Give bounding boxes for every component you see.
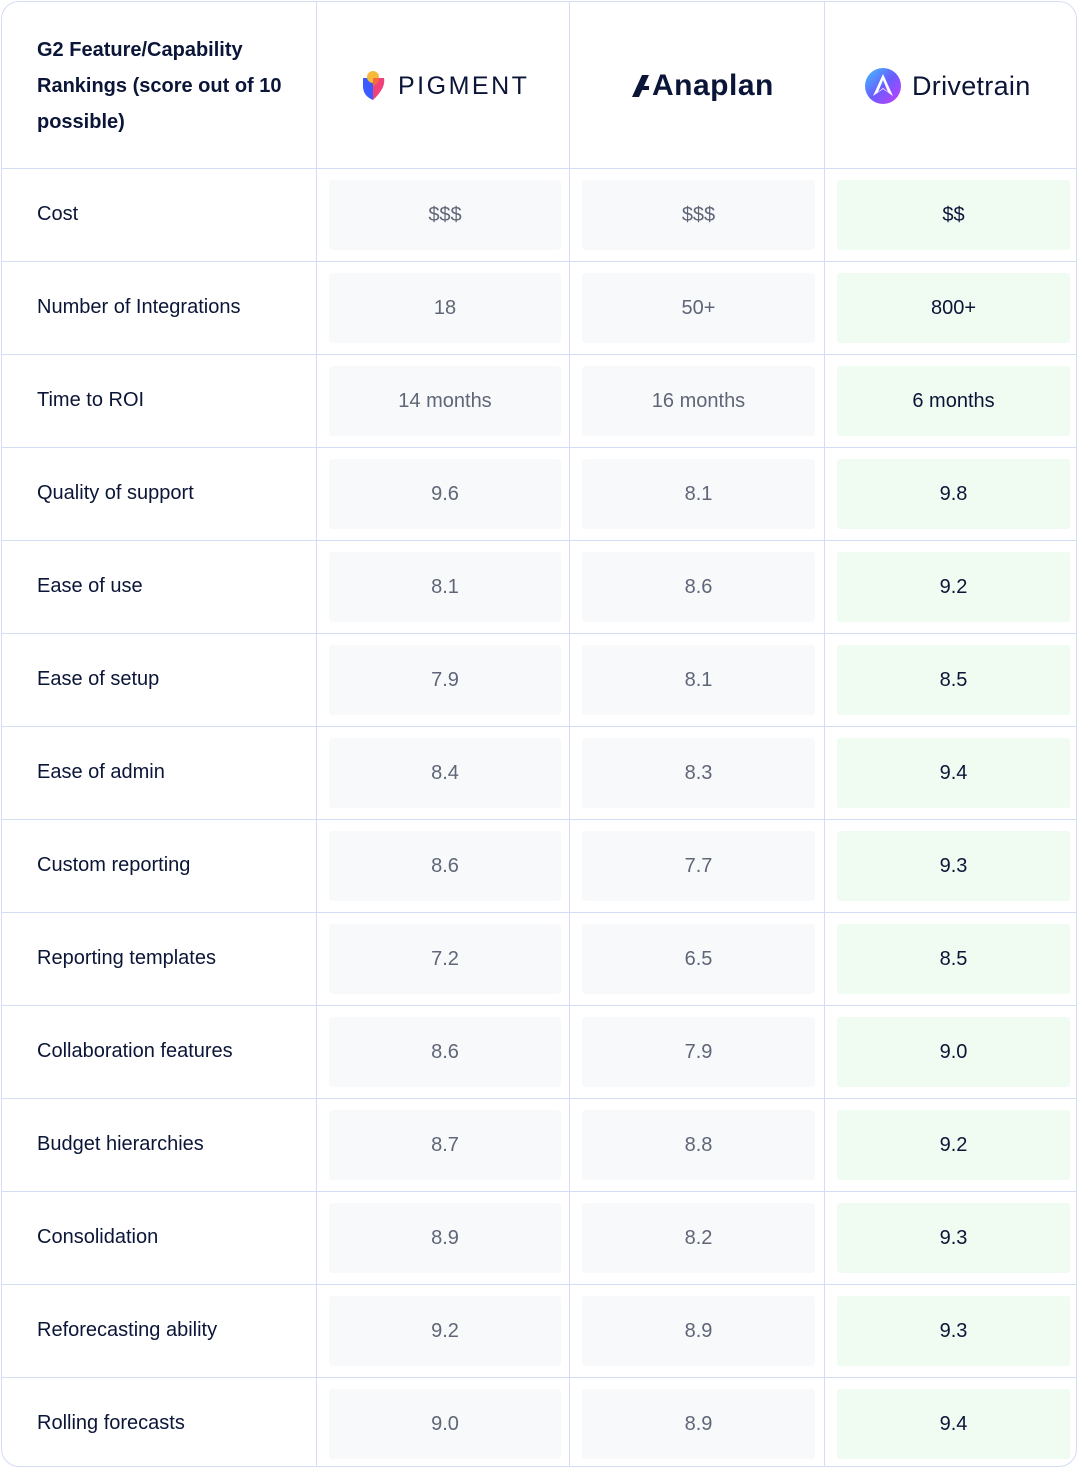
- table-row: Rolling forecasts 9.0 8.9 9.4: [2, 1377, 1076, 1466]
- row-label: Rolling forecasts: [37, 1412, 185, 1434]
- drivetrain-value: 6 months: [837, 366, 1070, 436]
- drivetrain-value: 9.4: [837, 738, 1070, 808]
- table-row: Ease of admin 8.4 8.3 9.4: [2, 726, 1076, 820]
- anaplan-value: 8.6: [582, 552, 815, 622]
- table-row: Collaboration features 8.6 7.9 9.0: [2, 1005, 1076, 1099]
- table-row: Custom reporting 8.6 7.7 9.3: [2, 819, 1076, 913]
- anaplan-value: 8.2: [582, 1203, 815, 1273]
- drivetrain-wordmark: Drivetrain: [912, 70, 1031, 101]
- pigment-value: 9.0: [329, 1389, 561, 1459]
- drivetrain-value: 9.2: [837, 552, 1070, 622]
- drivetrain-value: 9.8: [837, 459, 1070, 529]
- pigment-value: $$$: [329, 180, 561, 250]
- table-row: Consolidation 8.9 8.2 9.3: [2, 1191, 1076, 1285]
- anaplan-value: 7.7: [582, 831, 815, 901]
- table-row: Reforecasting ability 9.2 8.9 9.3: [2, 1284, 1076, 1378]
- drivetrain-value: 9.2: [837, 1110, 1070, 1180]
- anaplan-value: 8.3: [582, 738, 815, 808]
- anaplan-value: 50+: [582, 273, 815, 343]
- anaplan-value: $$$: [582, 180, 815, 250]
- pigment-value: 8.4: [329, 738, 561, 808]
- drivetrain-value: 8.5: [837, 645, 1070, 715]
- pigment-value: 9.2: [329, 1296, 561, 1366]
- pigment-value: 18: [329, 273, 561, 343]
- row-label: Ease of setup: [37, 668, 160, 690]
- anaplan-value: 8.1: [582, 645, 815, 715]
- table-row: Budget hierarchies 8.7 8.8 9.2: [2, 1098, 1076, 1192]
- pigment-wordmark: PIGMENT: [398, 71, 530, 100]
- drivetrain-value: 9.4: [837, 1389, 1070, 1459]
- table-row: Ease of setup 7.9 8.1 8.5: [2, 633, 1076, 727]
- pigment-value: 8.6: [329, 1017, 561, 1087]
- drivetrain-value: 8.5: [837, 924, 1070, 994]
- anaplan-value: 7.9: [582, 1017, 815, 1087]
- column-divider: [824, 2, 825, 1466]
- row-label: Collaboration features: [37, 1040, 233, 1062]
- table-row: Reporting templates 7.2 6.5 8.5: [2, 912, 1076, 1006]
- table-title: G2 Feature/Capability Rankings (score ou…: [37, 39, 282, 133]
- column-divider: [569, 2, 570, 1466]
- row-label: Ease of use: [37, 575, 143, 597]
- column-divider: [316, 2, 317, 1466]
- table-header: G2 Feature/Capability Rankings (score ou…: [2, 2, 1076, 169]
- pigment-value: 7.2: [329, 924, 561, 994]
- row-label: Reforecasting ability: [37, 1319, 218, 1341]
- table-row: Quality of support 9.6 8.1 9.8: [2, 447, 1076, 541]
- pigment-logo-icon: [363, 71, 385, 100]
- anaplan-logo: Anaplan: [630, 58, 774, 114]
- row-label: Quality of support: [37, 482, 194, 504]
- anaplan-value: 8.8: [582, 1110, 815, 1180]
- row-label: Cost: [37, 203, 79, 225]
- pigment-value: 9.6: [329, 459, 561, 529]
- row-label: Time to ROI: [37, 389, 145, 411]
- anaplan-logo-icon: [632, 75, 649, 97]
- pigment-logo: PIGMENT: [360, 58, 529, 114]
- drivetrain-value: 9.3: [837, 1296, 1070, 1366]
- drivetrain-value: $$: [837, 180, 1070, 250]
- pigment-value: 8.7: [329, 1110, 561, 1180]
- anaplan-value: 8.9: [582, 1296, 815, 1366]
- row-label: Consolidation: [37, 1226, 159, 1248]
- row-label: Number of Integrations: [37, 296, 241, 318]
- anaplan-wordmark: Anaplan: [652, 69, 774, 102]
- table-row: Cost $$$ $$$ $$: [2, 168, 1076, 262]
- row-label: Custom reporting: [37, 854, 191, 876]
- table-row: Time to ROI 14 months 16 months 6 months: [2, 354, 1076, 448]
- row-label: Ease of admin: [37, 761, 165, 783]
- pigment-value: 8.6: [329, 831, 561, 901]
- drivetrain-value: 9.0: [837, 1017, 1070, 1087]
- table-row: Number of Integrations 18 50+ 800+: [2, 261, 1076, 355]
- drivetrain-logo-icon: [865, 68, 901, 104]
- pigment-value: 8.1: [329, 552, 561, 622]
- pigment-value: 8.9: [329, 1203, 561, 1273]
- row-label: Reporting templates: [37, 947, 216, 969]
- anaplan-value: 8.9: [582, 1389, 815, 1459]
- pigment-value: 7.9: [329, 645, 561, 715]
- table-row: Ease of use 8.1 8.6 9.2: [2, 540, 1076, 634]
- row-label: Budget hierarchies: [37, 1133, 204, 1155]
- drivetrain-value: 9.3: [837, 1203, 1070, 1273]
- drivetrain-value: 800+: [837, 273, 1070, 343]
- pigment-value: 14 months: [329, 366, 561, 436]
- drivetrain-logo: Drivetrain: [864, 58, 1031, 114]
- anaplan-value: 8.1: [582, 459, 815, 529]
- anaplan-value: 16 months: [582, 366, 815, 436]
- drivetrain-value: 9.3: [837, 831, 1070, 901]
- anaplan-value: 6.5: [582, 924, 815, 994]
